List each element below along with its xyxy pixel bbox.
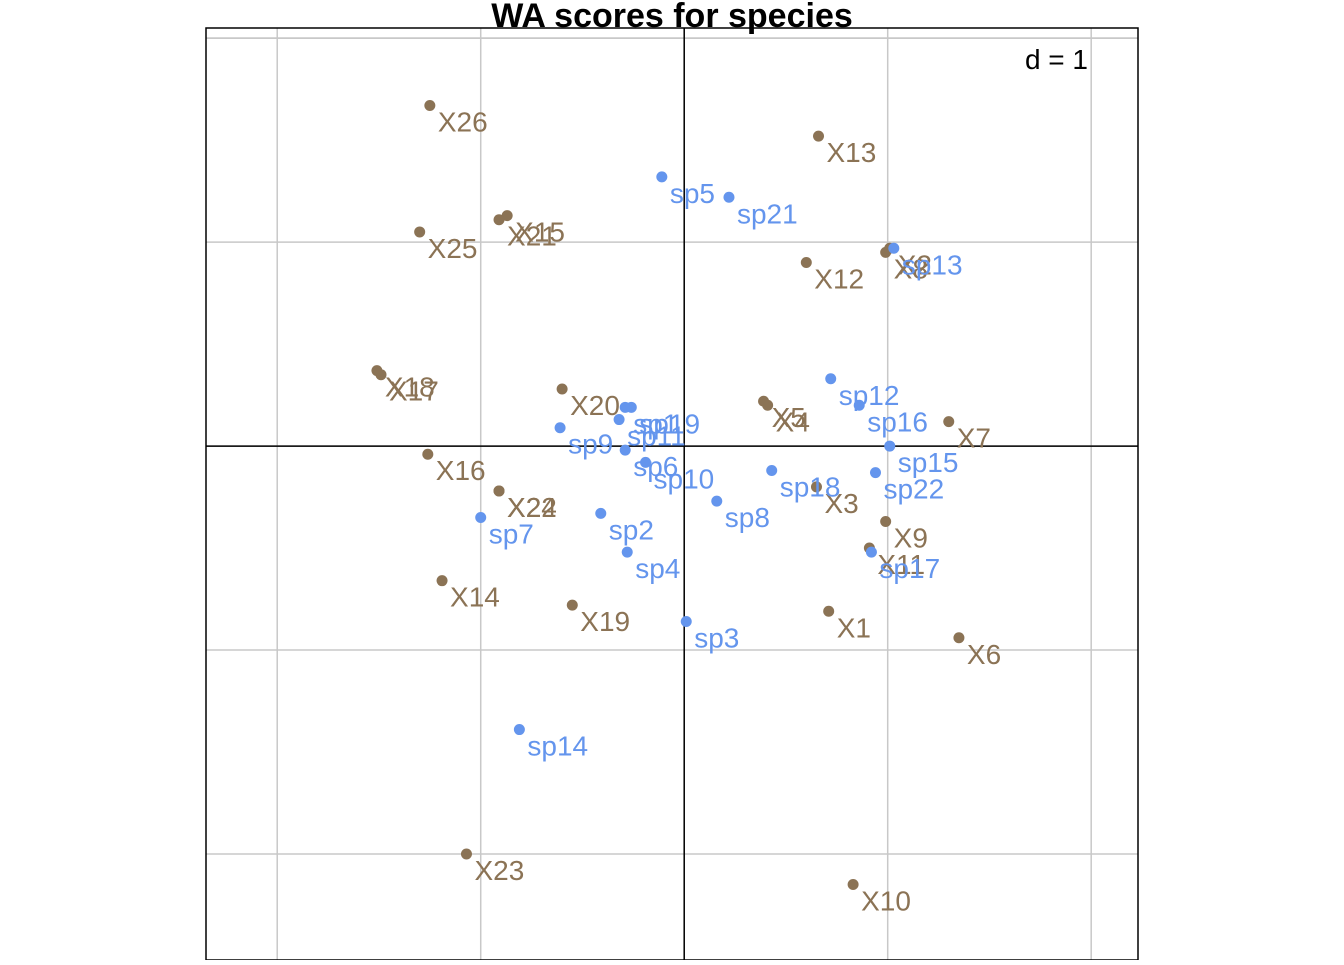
species-point-sp16: [853, 399, 865, 411]
species-point-sp6: [619, 444, 631, 456]
sites-label-x4: X4: [776, 406, 810, 437]
sites-label-x9: X9: [894, 523, 928, 554]
sites-label-x15: X15: [515, 217, 565, 248]
sites-label-x12: X12: [814, 264, 864, 295]
sites-label-x5: X5: [772, 402, 806, 433]
species-label-sp2: sp2: [609, 514, 654, 545]
axes-layer: [206, 28, 1138, 960]
species-point-sp11: [613, 414, 625, 426]
species-point-sp13: [888, 242, 900, 254]
sites-point-x14: [436, 575, 448, 587]
sites-point-x23: [460, 848, 472, 860]
sites-point-x6: [953, 632, 965, 644]
points-layer: [371, 99, 965, 891]
sites-label-x6: X6: [967, 639, 1001, 670]
sites-label-x13: X13: [827, 137, 877, 168]
sites-label-x24: X24: [507, 492, 557, 523]
species-point-sp21: [723, 191, 735, 203]
species-point-sp7: [475, 511, 487, 523]
species-label-sp12: sp12: [839, 380, 900, 411]
sites-point-x10: [847, 879, 859, 891]
species-label-sp15: sp15: [898, 447, 959, 478]
sites-label-x23: X23: [474, 855, 524, 886]
sites-point-x8: [880, 246, 892, 258]
species-point-sp22: [869, 467, 881, 479]
sites-point-x1: [823, 605, 835, 617]
species-point-sp5: [656, 171, 668, 183]
species-point-sp18: [766, 465, 778, 477]
sites-point-x7: [943, 416, 955, 428]
sites-point-x18: [371, 365, 383, 377]
sites-label-x7: X7: [957, 423, 991, 454]
sites-point-x3: [810, 481, 822, 493]
sites-point-x13: [813, 130, 825, 142]
species-point-sp17: [865, 546, 877, 558]
sites-point-x5: [758, 395, 770, 407]
sites-point-x15: [501, 210, 513, 222]
sites-label-x8: X8: [894, 253, 928, 284]
sites-label-x14: X14: [450, 582, 500, 613]
sites-label-x16: X16: [436, 455, 486, 486]
species-point-sp3: [680, 615, 692, 627]
sites-point-x20: [556, 383, 568, 395]
scale-label: d = 1: [1025, 44, 1088, 75]
species-label-sp8: sp8: [725, 502, 770, 533]
species-point-sp9: [554, 422, 566, 434]
species-point-sp15: [884, 440, 896, 452]
sites-point-x25: [414, 226, 426, 238]
sites-label-x26: X26: [438, 106, 488, 137]
species-point-sp10: [640, 456, 652, 468]
sites-label-x22: X22: [507, 492, 557, 523]
species-label-sp6: sp6: [633, 451, 678, 482]
sites-label-x18: X18: [385, 372, 435, 403]
species-point-sp8: [711, 495, 723, 507]
species-point-sp12: [825, 373, 837, 385]
species-label-sp16: sp16: [867, 406, 928, 437]
sites-point-x16: [422, 448, 434, 460]
sites-label-x3: X3: [824, 488, 858, 519]
sites-label-x2: X2: [898, 249, 932, 280]
species-label-sp7: sp7: [489, 518, 534, 549]
sites-point-x19: [566, 599, 578, 611]
species-label-sp5: sp5: [670, 178, 715, 209]
species-point-sp19: [625, 401, 637, 413]
sites-point-x9: [880, 516, 892, 528]
sites-label-x17: X17: [389, 376, 439, 407]
chart-title: WA scores for species: [491, 0, 853, 35]
sites-label-x20: X20: [570, 390, 620, 421]
sites-label-x10: X10: [861, 886, 911, 917]
species-label-sp1: sp1: [633, 408, 678, 439]
species-label-sp18: sp18: [780, 472, 841, 503]
species-label-sp10: sp10: [654, 463, 715, 494]
species-point-sp4: [621, 546, 633, 558]
sites-point-x21: [493, 214, 505, 226]
species-label-sp13: sp13: [902, 249, 963, 280]
species-label-sp17: sp17: [879, 553, 940, 584]
species-label-sp9: sp9: [568, 429, 613, 460]
sites-label-x19: X19: [580, 606, 630, 637]
species-label-sp14: sp14: [527, 731, 588, 762]
sites-label-x25: X25: [428, 233, 478, 264]
species-label-sp22: sp22: [883, 474, 944, 505]
sites-label-x11: X11: [877, 549, 925, 580]
species-label-sp19: sp19: [639, 408, 700, 439]
species-label-sp3: sp3: [694, 622, 739, 653]
sites-label-x21: X21: [507, 221, 557, 252]
sites-point-x24: [493, 485, 505, 497]
species-point-sp2: [595, 507, 607, 519]
sites-point-x12: [800, 257, 812, 269]
species-label-sp11: sp11: [627, 421, 686, 452]
sites-label-x1: X1: [837, 612, 871, 643]
species-label-sp21: sp21: [737, 198, 798, 229]
species-label-sp4: sp4: [635, 553, 680, 584]
sites-point-x26: [424, 99, 436, 111]
species-point-sp14: [513, 724, 525, 736]
